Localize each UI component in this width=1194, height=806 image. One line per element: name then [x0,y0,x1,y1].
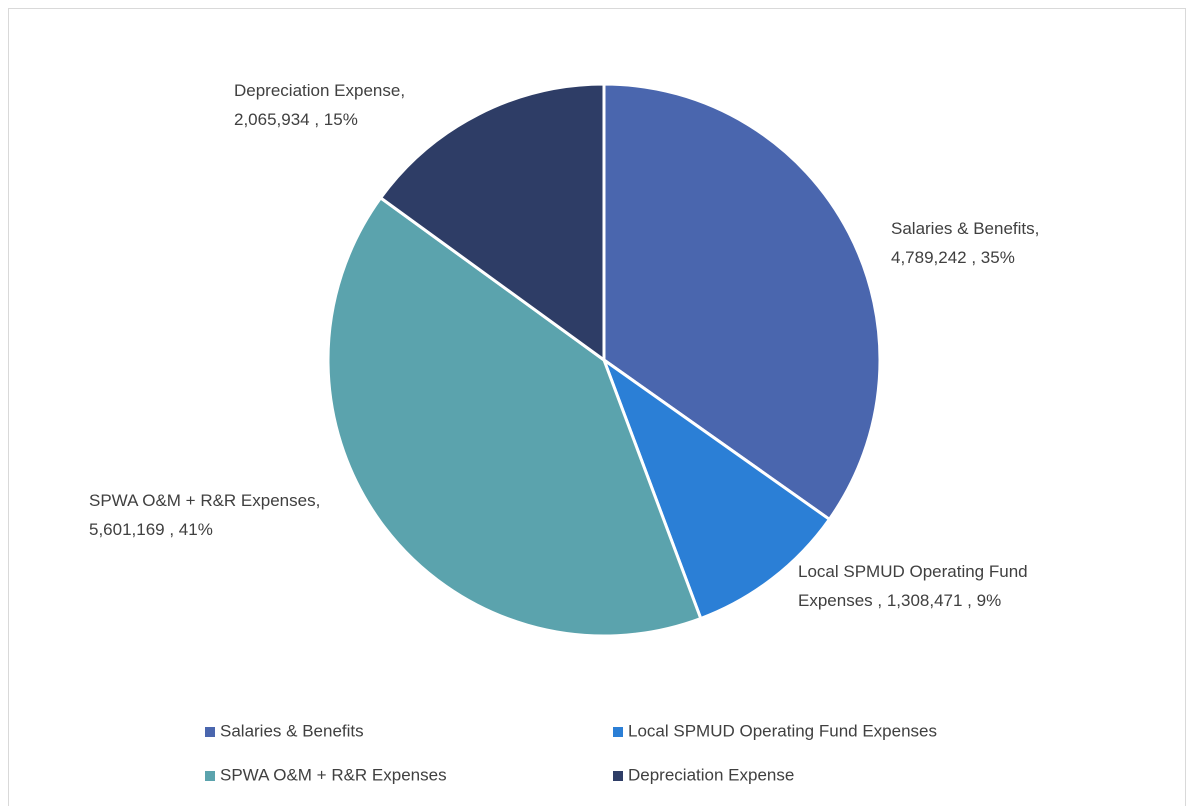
pie-slice [600,355,832,621]
data-label: SPWA O&M + R&R Expenses, 5,601,169 , 41% [89,491,321,539]
data-label: Salaries & Benefits, 4,789,242 , 35% [891,219,1040,267]
legend-label: Salaries & Benefits [220,721,364,740]
legend-label: Depreciation Expense [628,765,794,784]
legend-label: SPWA O&M + R&R Expenses [220,765,447,784]
pie-slice [326,195,703,638]
legend-swatch [205,771,215,781]
data-label: Local SPMUD Operating Fund Expenses , 1,… [798,562,1028,610]
pie-slice [602,82,882,522]
legend-swatch [613,771,623,781]
legend-swatch [205,727,215,737]
data-label: Depreciation Expense, 2,065,934 , 15% [234,81,406,129]
chart-border [8,8,1186,806]
legend-label: Local SPMUD Operating Fund Expenses [628,721,937,740]
legend-swatch [613,727,623,737]
pie-slice [378,82,606,363]
